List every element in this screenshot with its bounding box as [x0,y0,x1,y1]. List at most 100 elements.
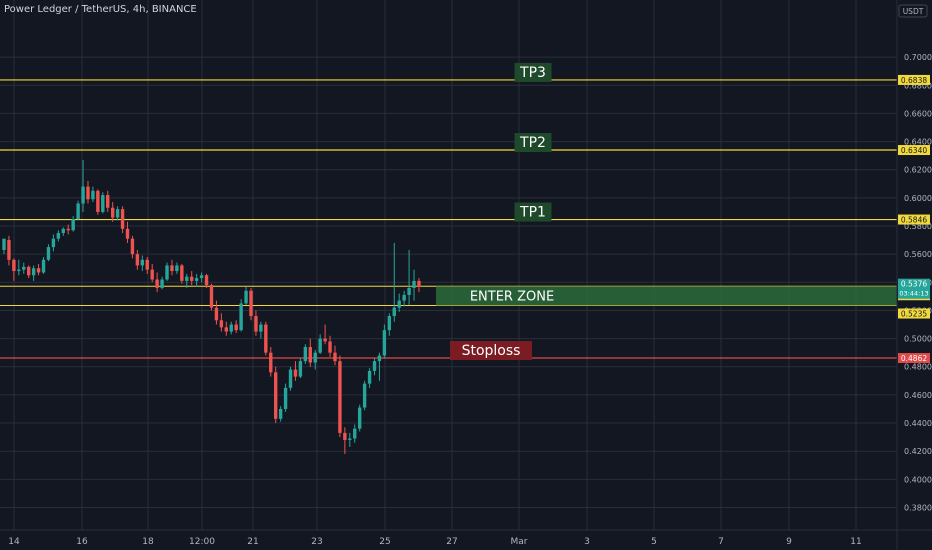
candle-body[interactable] [135,254,140,266]
candle-body[interactable] [288,369,293,388]
candle-body[interactable] [259,324,263,332]
candle-body[interactable] [274,372,278,419]
candle-body[interactable] [31,268,36,276]
candle[interactable] [204,273,209,288]
candle-body[interactable] [357,407,362,429]
candle[interactable] [382,324,387,359]
candle-body[interactable] [209,285,214,308]
candle-body[interactable] [27,266,31,276]
candle[interactable] [22,262,26,274]
candle[interactable] [234,320,238,333]
candle[interactable] [412,269,416,301]
candle[interactable] [377,352,382,381]
candle[interactable] [338,355,342,438]
candle-body[interactable] [407,287,411,295]
candle[interactable] [259,321,263,339]
candle[interactable] [145,256,149,274]
candle-body[interactable] [392,307,396,317]
candle-body[interactable] [194,278,199,281]
candle[interactable] [313,349,317,370]
candle-body[interactable] [293,369,298,377]
candle[interactable] [101,192,105,214]
candle-body[interactable] [17,269,21,272]
candle-body[interactable] [278,408,283,419]
candle[interactable] [333,345,337,366]
candle[interactable] [46,244,51,262]
candle-body[interactable] [51,238,56,248]
candle-body[interactable] [120,209,125,229]
candle-body[interactable] [264,324,268,353]
candle-body[interactable] [362,383,367,408]
candles-layer[interactable] [2,159,421,455]
candle[interactable] [229,321,233,335]
candle[interactable] [209,283,214,311]
candle-body[interactable] [239,303,243,331]
candle-body[interactable] [234,324,238,331]
candle[interactable] [283,383,288,412]
candle[interactable] [219,313,224,332]
candle[interactable] [140,255,145,272]
candle[interactable] [180,264,184,284]
candle[interactable] [293,361,298,381]
candle-body[interactable] [2,238,6,250]
candle[interactable] [224,321,228,336]
candle[interactable] [402,290,406,307]
candle[interactable] [61,227,65,236]
candle-body[interactable] [91,190,95,200]
candle[interactable] [17,259,21,276]
candle[interactable] [110,202,115,222]
candle-body[interactable] [377,355,382,362]
candle-body[interactable] [66,228,70,231]
candle[interactable] [288,366,293,391]
candle[interactable] [51,234,56,252]
candle-body[interactable] [165,265,169,280]
enter-zone-box[interactable] [436,286,897,306]
candle-body[interactable] [372,361,377,371]
candle-body[interactable] [106,195,110,208]
candle[interactable] [185,273,189,288]
candle[interactable] [303,344,308,364]
candle-body[interactable] [318,338,322,353]
candle[interactable] [12,258,16,281]
candle-body[interactable] [22,266,26,270]
candle[interactable] [367,368,372,388]
candle[interactable] [91,186,95,203]
candle-body[interactable] [249,290,253,317]
candle[interactable] [264,321,268,356]
candle[interactable] [150,264,154,283]
candle[interactable] [318,334,322,355]
candle-body[interactable] [343,432,347,440]
candle-body[interactable] [308,347,312,363]
candle-body[interactable] [145,259,149,270]
candle[interactable] [397,293,401,312]
candle[interactable] [214,300,219,325]
candle[interactable] [7,235,11,266]
candle-body[interactable] [36,268,41,273]
candle-body[interactable] [115,209,120,218]
candle-body[interactable] [170,265,174,272]
candle[interactable] [76,200,80,221]
candle-body[interactable] [71,218,75,231]
candle[interactable] [387,313,392,336]
candle[interactable] [170,259,174,276]
candle-body[interactable] [214,307,219,321]
candle-body[interactable] [56,233,61,239]
candle[interactable] [407,249,411,305]
candle-body[interactable] [140,259,145,266]
candle-body[interactable] [190,276,194,281]
candle-body[interactable] [323,338,327,342]
candle-body[interactable] [86,186,90,200]
candle-body[interactable] [367,370,372,384]
candle-body[interactable] [160,279,164,288]
candle-body[interactable] [303,347,308,362]
candle-body[interactable] [155,279,159,288]
candle-body[interactable] [46,247,51,260]
candle[interactable] [31,265,36,281]
candle[interactable] [348,432,352,447]
candle[interactable] [96,189,100,215]
candle-body[interactable] [219,320,224,328]
candle-body[interactable] [7,240,11,260]
candle[interactable] [36,264,41,276]
candle[interactable] [372,358,377,376]
